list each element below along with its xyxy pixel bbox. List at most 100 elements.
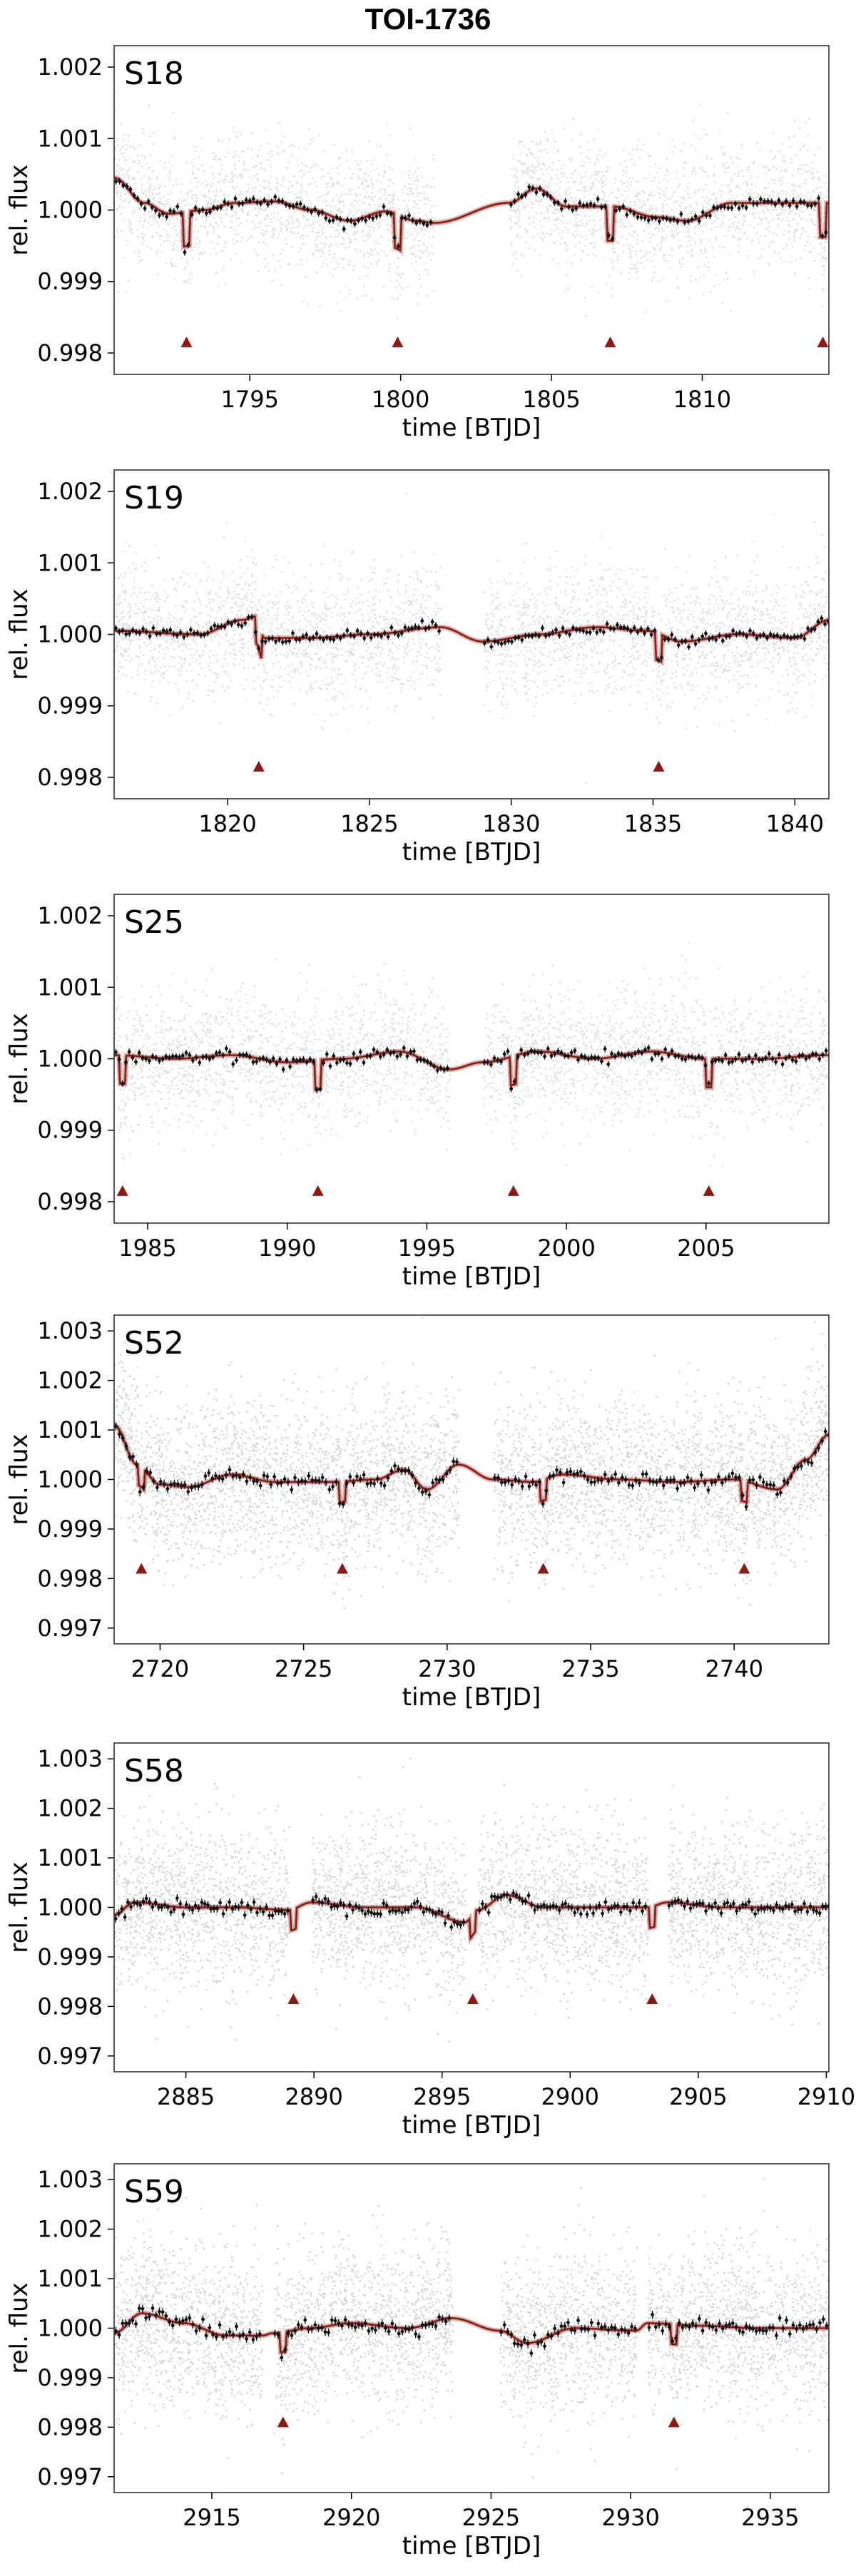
binned-point [141, 2306, 145, 2311]
binned-point [768, 1906, 773, 1910]
binned-point [169, 1910, 173, 1914]
binned-point [406, 1908, 410, 1912]
binned-point [755, 202, 759, 205]
transit-marker [738, 1563, 750, 1574]
binned-point [598, 628, 602, 633]
binned-point [330, 1905, 333, 1909]
binned-point [382, 1053, 386, 1057]
binned-point [376, 1477, 379, 1481]
binned-point [650, 216, 654, 220]
binned-point [538, 186, 542, 190]
binned-point [184, 2318, 188, 2321]
binned-point [579, 1912, 583, 1916]
binned-point [370, 2326, 374, 2331]
x-axis-label: time [BTJD] [402, 1262, 541, 1291]
binned-point [668, 1478, 673, 1482]
binned-point [529, 2351, 534, 2355]
binned-point [744, 2324, 748, 2328]
binned-point [311, 635, 315, 640]
binned-point [193, 1484, 197, 1488]
binned-point [283, 2348, 287, 2352]
binned-point [326, 1899, 330, 1903]
binned-point [779, 635, 783, 640]
binned-point [551, 1903, 555, 1908]
binned-point [248, 1476, 253, 1479]
binned-point [496, 1058, 500, 1062]
binned-point [802, 200, 806, 205]
binned-point [261, 1056, 265, 1060]
binned-point [301, 1057, 305, 1061]
binned-point [778, 2316, 782, 2320]
binned-point [443, 1921, 447, 1926]
binned-point [192, 631, 196, 635]
binned-point [231, 2333, 235, 2337]
binned-point [683, 1058, 688, 1061]
binned-point [537, 634, 541, 638]
binned-point [394, 2326, 397, 2330]
binned-point [589, 2321, 593, 2325]
binned-point [178, 630, 183, 635]
binned-point [641, 1472, 645, 1476]
binned-point [484, 1905, 488, 1909]
binned-point [131, 1455, 135, 1458]
y-tick-label: 0.998 [37, 339, 103, 367]
binned-point [531, 1480, 535, 1484]
binned-point [199, 633, 203, 638]
binned-point [687, 1054, 691, 1058]
binned-point [385, 211, 389, 215]
binned-point [817, 1446, 820, 1450]
binned-point [574, 628, 579, 632]
binned-point [287, 639, 292, 643]
binned-point [365, 1482, 370, 1486]
binned-point [553, 2326, 557, 2331]
binned-point [345, 1061, 349, 1065]
binned-point [543, 1054, 546, 1058]
binned-point [618, 625, 623, 629]
binned-point [712, 205, 715, 210]
binned-point [388, 1909, 392, 1913]
binned-point [766, 199, 770, 203]
binned-point [121, 183, 126, 188]
binned-point [613, 1054, 617, 1058]
binned-point [661, 216, 665, 220]
binned-point [506, 1049, 510, 1053]
plot-area [114, 2178, 829, 2479]
binned-point [676, 220, 680, 223]
binned-point [768, 2326, 772, 2330]
binned-point [371, 216, 375, 220]
binned-point [683, 1904, 686, 1908]
binned-point [802, 1458, 807, 1463]
binned-point [204, 2334, 208, 2338]
binned-point [718, 633, 721, 638]
binned-point [537, 1480, 541, 1484]
binned-point [400, 2329, 404, 2334]
binned-flux-points [114, 613, 829, 663]
binned-point [593, 1480, 597, 1484]
binned-point [787, 1905, 791, 1909]
sector-label: S59 [124, 2174, 184, 2210]
binned-point [785, 2318, 788, 2322]
binned-point [557, 1908, 561, 1912]
binned-point [335, 634, 339, 638]
binned-point [422, 221, 426, 225]
binned-point [211, 1056, 215, 1060]
binned-point [781, 2326, 785, 2331]
binned-point [303, 2318, 307, 2322]
binned-point [172, 210, 176, 213]
binned-point [117, 1432, 121, 1436]
binned-point [243, 1913, 247, 1917]
binned-point [569, 2328, 574, 2332]
binned-point [546, 1046, 550, 1051]
binned-point [601, 630, 606, 634]
binned-point [402, 1046, 406, 1050]
binned-point [179, 1483, 183, 1488]
binned-point [710, 636, 715, 640]
binned-point [168, 628, 173, 632]
binned-point [389, 212, 393, 216]
binned-point [424, 1907, 429, 1911]
binned-flux-points [114, 1889, 829, 1931]
binned-point [748, 629, 752, 633]
binned-point [581, 629, 586, 633]
binned-point [266, 203, 270, 207]
binned-point [653, 1052, 657, 1056]
